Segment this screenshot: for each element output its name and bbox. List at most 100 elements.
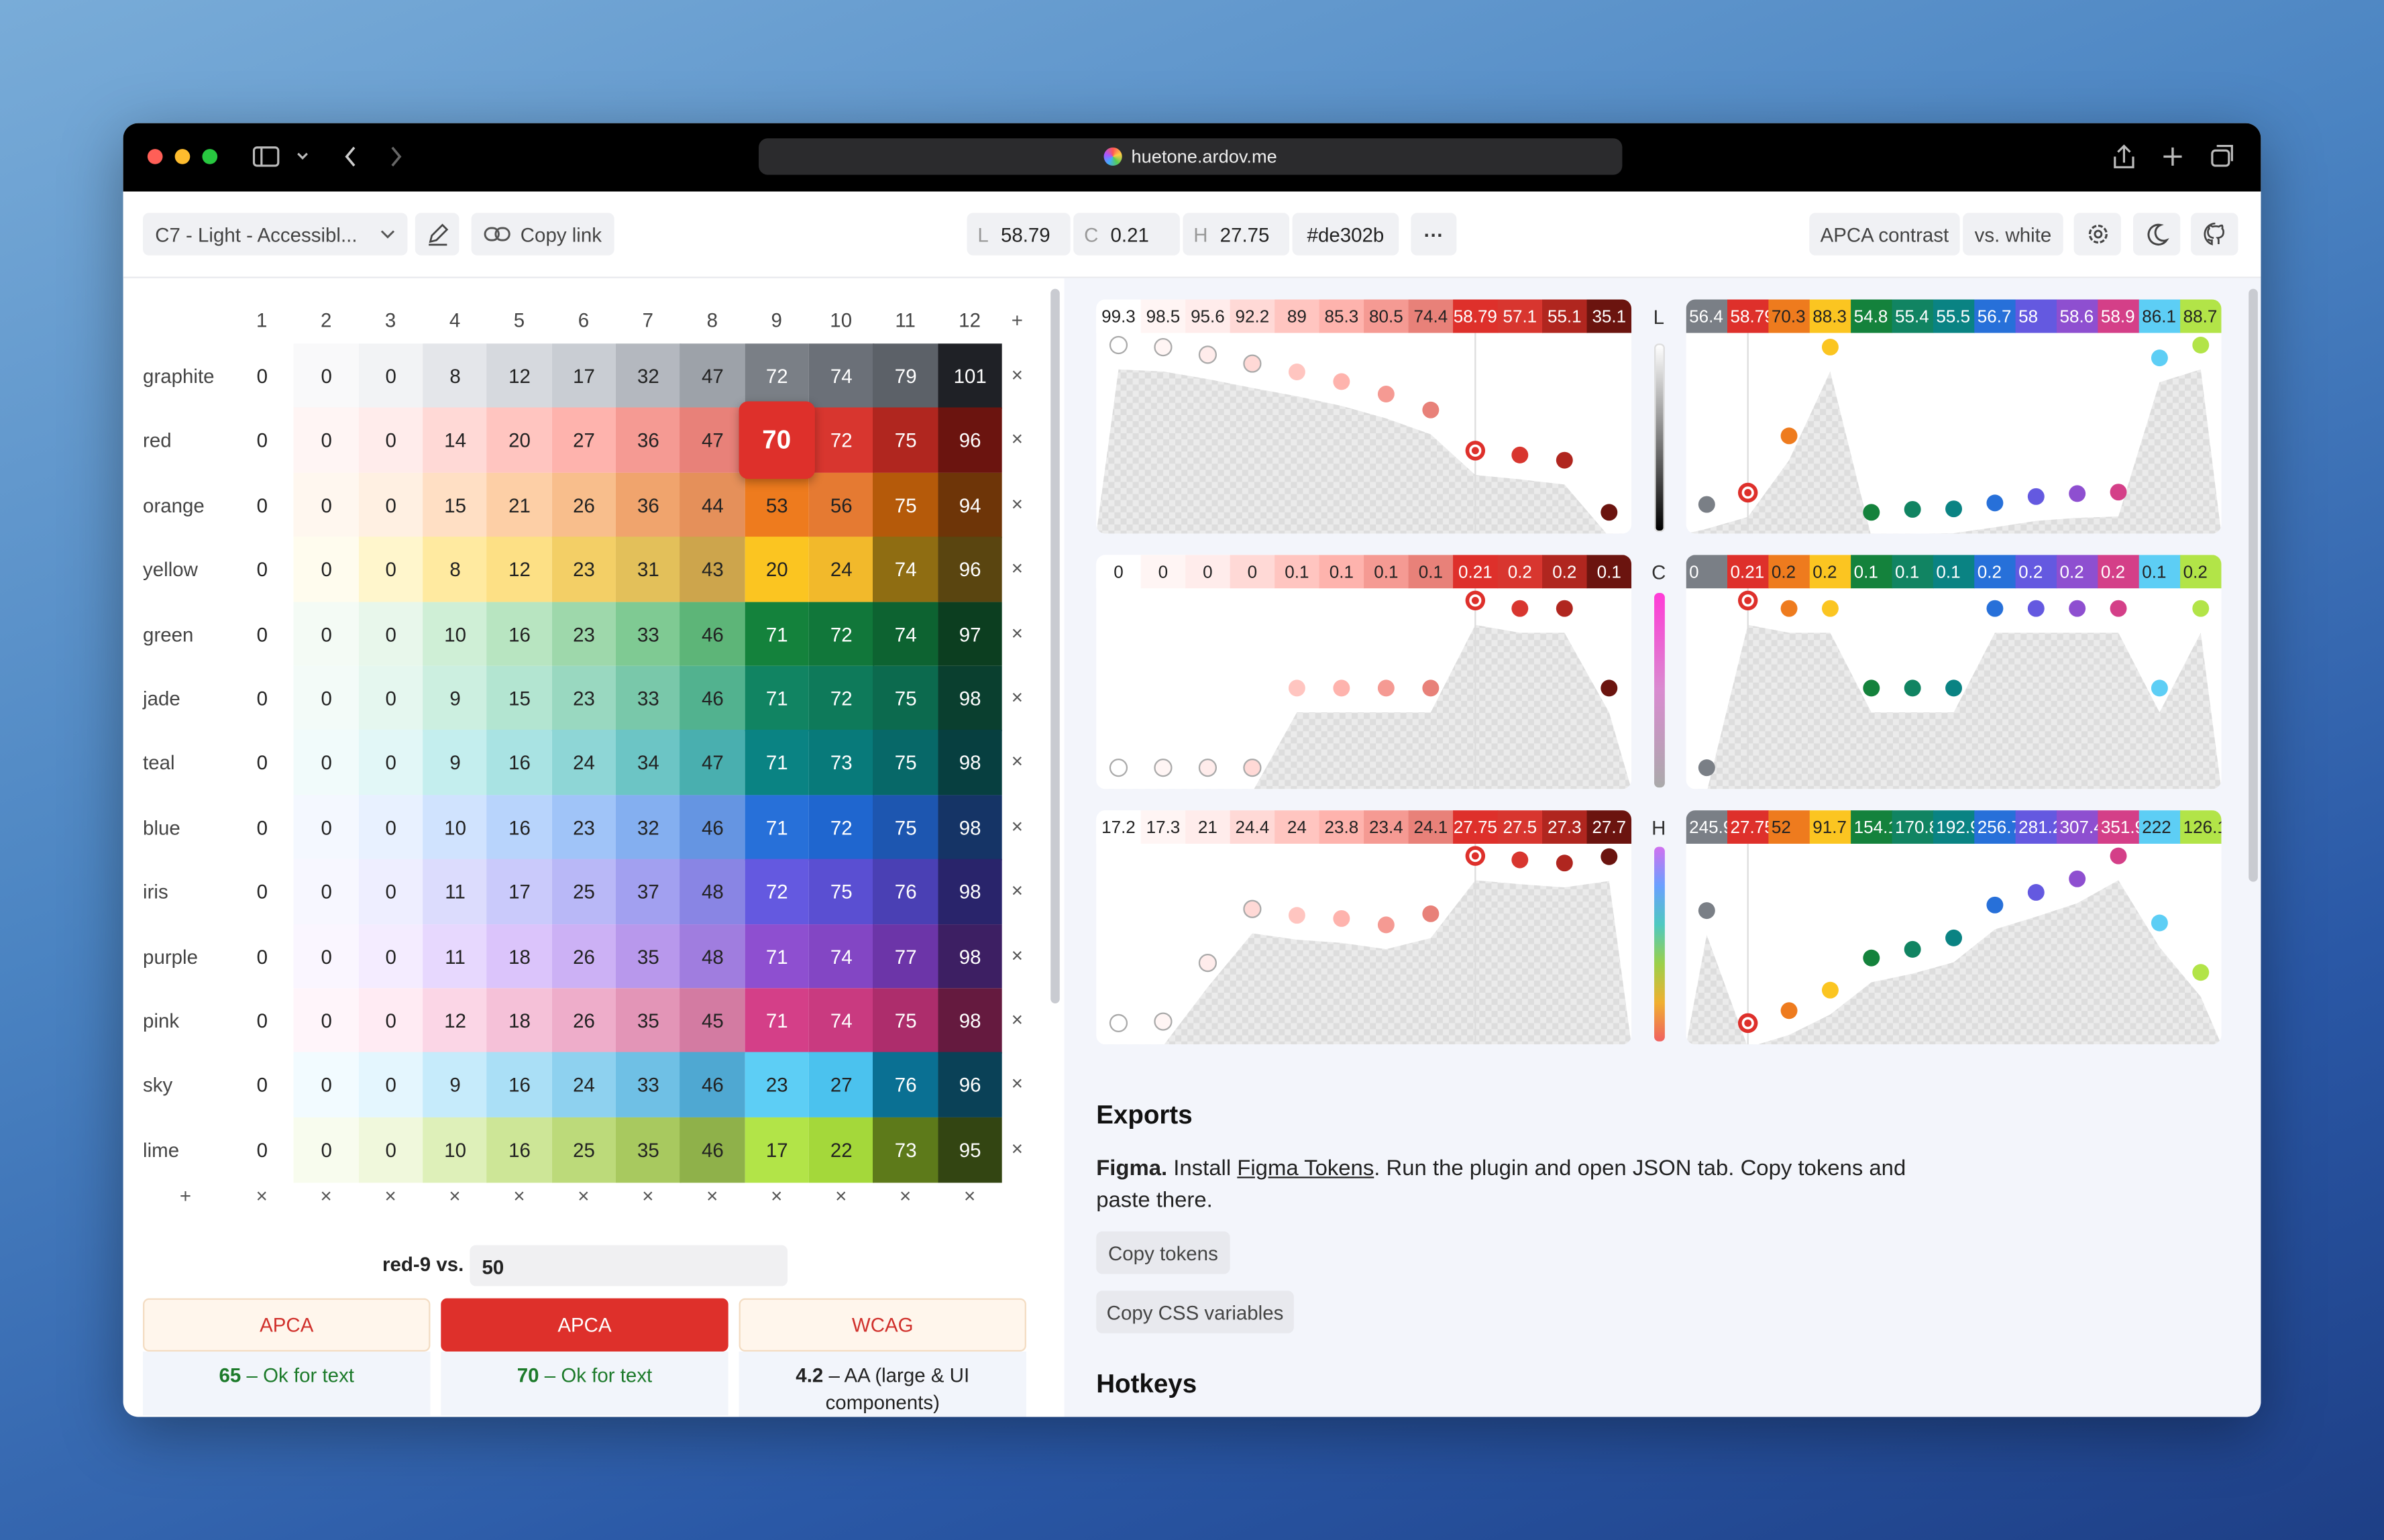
color-cell[interactable]: 12 xyxy=(487,343,553,409)
remove-row[interactable]: × xyxy=(1011,814,1023,838)
color-cell[interactable]: 9 xyxy=(423,1052,488,1118)
new-tab-icon[interactable] xyxy=(2163,147,2182,166)
remove-row[interactable]: × xyxy=(1011,363,1023,386)
color-cell[interactable]: 33 xyxy=(615,1052,681,1118)
color-cell[interactable]: 36 xyxy=(615,408,681,474)
color-cell[interactable]: 96 xyxy=(937,537,1003,602)
color-cell[interactable]: 16 xyxy=(487,1052,553,1118)
chevron[interactable] xyxy=(297,152,308,160)
color-cell[interactable]: 0 xyxy=(229,408,295,474)
color-cell[interactable]: 72 xyxy=(808,601,874,667)
color-cell[interactable]: 73 xyxy=(873,1117,938,1182)
color-cell[interactable]: 0 xyxy=(229,665,295,731)
color-cell[interactable]: 46 xyxy=(680,1117,745,1182)
background-select[interactable]: vs. white xyxy=(1963,213,2063,256)
color-cell[interactable]: 15 xyxy=(487,665,553,731)
color-cell[interactable]: 16 xyxy=(487,1117,553,1182)
scrollbar[interactable] xyxy=(2248,288,2258,882)
contrast-card[interactable]: APCA xyxy=(143,1298,431,1352)
color-cell[interactable]: 10 xyxy=(423,1117,488,1182)
color-cell[interactable]: 18 xyxy=(487,988,553,1054)
color-cell[interactable]: 71 xyxy=(744,924,810,989)
color-cell[interactable]: 0 xyxy=(358,988,424,1054)
color-cell[interactable]: 18 xyxy=(487,924,553,989)
color-cell[interactable]: 72 xyxy=(744,859,810,925)
color-cell[interactable]: 16 xyxy=(487,730,553,796)
remove-column[interactable]: × xyxy=(963,1184,976,1207)
settings-button[interactable] xyxy=(2073,213,2121,256)
color-cell[interactable]: 0 xyxy=(294,408,360,474)
color-cell[interactable]: 98 xyxy=(937,730,1003,796)
color-cell[interactable]: 74 xyxy=(873,601,938,667)
lightness-field[interactable]: L 58.79 xyxy=(967,213,1071,256)
color-cell[interactable]: 23 xyxy=(551,537,617,602)
color-cell[interactable]: 0 xyxy=(294,537,360,602)
color-cell[interactable]: 94 xyxy=(937,472,1003,538)
color-cell[interactable]: 46 xyxy=(680,665,745,731)
color-cell[interactable]: 0 xyxy=(358,1052,424,1118)
color-cell[interactable]: 0 xyxy=(358,859,424,925)
figma-tokens-link[interactable]: Figma Tokens xyxy=(1237,1156,1374,1182)
contrast-card[interactable]: APCA xyxy=(441,1298,728,1352)
color-cell[interactable]: 10 xyxy=(423,794,488,861)
color-cell[interactable]: 27 xyxy=(808,1052,874,1118)
color-cell[interactable]: 72 xyxy=(808,794,874,861)
color-cell[interactable]: 12 xyxy=(487,537,553,602)
color-cell[interactable]: 75 xyxy=(873,988,938,1054)
color-cell[interactable]: 0 xyxy=(358,794,424,861)
color-cell[interactable]: 17 xyxy=(551,343,617,409)
theme-button[interactable] xyxy=(2133,213,2181,256)
color-cell[interactable]: 23 xyxy=(551,665,617,731)
remove-column[interactable]: × xyxy=(449,1184,461,1207)
remove-column[interactable]: × xyxy=(578,1184,590,1207)
color-cell[interactable]: 0 xyxy=(229,1117,295,1182)
color-cell[interactable]: 43 xyxy=(680,537,745,602)
zoom-button[interactable] xyxy=(202,149,218,164)
color-cell[interactable]: 0 xyxy=(358,601,424,667)
color-cell[interactable]: 0 xyxy=(358,343,424,409)
color-cell[interactable]: 0 xyxy=(294,794,360,861)
tabs-icon[interactable] xyxy=(2211,149,2230,167)
color-cell[interactable]: 98 xyxy=(937,924,1003,989)
color-cell[interactable]: 0 xyxy=(358,1117,424,1182)
color-cell[interactable]: 76 xyxy=(873,1052,938,1118)
color-cell[interactable]: 75 xyxy=(873,472,938,538)
color-cell[interactable]: 71 xyxy=(744,665,810,731)
color-cell[interactable]: 34 xyxy=(615,730,681,796)
color-cell[interactable]: 98 xyxy=(937,665,1003,731)
color-cell[interactable]: 0 xyxy=(294,472,360,538)
color-cell[interactable]: 75 xyxy=(808,859,874,925)
color-cell[interactable]: 20 xyxy=(744,537,810,602)
color-cell[interactable]: 27 xyxy=(551,408,617,474)
contrast-select[interactable]: APCA contrast xyxy=(1809,213,1960,256)
remove-column[interactable]: × xyxy=(384,1184,396,1207)
color-cell[interactable]: 48 xyxy=(680,924,745,989)
forward-icon[interactable] xyxy=(391,146,402,167)
color-cell[interactable]: 0 xyxy=(358,537,424,602)
color-cell[interactable]: 16 xyxy=(487,794,553,861)
remove-row[interactable]: × xyxy=(1011,1136,1023,1160)
color-cell[interactable]: 0 xyxy=(294,665,360,731)
color-cell[interactable]: 97 xyxy=(937,601,1003,667)
more-button[interactable]: ··· xyxy=(1411,213,1457,256)
color-cell[interactable]: 35 xyxy=(615,1117,681,1182)
remove-column[interactable]: × xyxy=(900,1184,912,1207)
color-cell[interactable]: 0 xyxy=(358,408,424,474)
copy-link-button[interactable]: Copy link xyxy=(471,213,614,256)
color-cell[interactable]: 46 xyxy=(680,794,745,861)
color-cell[interactable]: 24 xyxy=(808,537,874,602)
color-cell[interactable]: 11 xyxy=(423,924,488,989)
color-cell[interactable]: 8 xyxy=(423,343,488,409)
contrast-card[interactable]: WCAG xyxy=(739,1298,1026,1352)
color-cell[interactable]: 26 xyxy=(551,924,617,989)
color-cell[interactable]: 48 xyxy=(680,859,745,925)
color-cell[interactable]: 0 xyxy=(229,924,295,989)
color-cell[interactable]: 74 xyxy=(808,343,874,409)
compare-input[interactable]: 50 xyxy=(470,1245,788,1286)
color-cell[interactable]: 101 xyxy=(937,343,1003,409)
color-cell[interactable]: 32 xyxy=(615,343,681,409)
color-cell[interactable]: 46 xyxy=(680,1052,745,1118)
color-cell[interactable]: 72 xyxy=(744,343,810,409)
color-cell[interactable]: 71 xyxy=(744,794,810,861)
remove-row[interactable]: × xyxy=(1011,879,1023,902)
